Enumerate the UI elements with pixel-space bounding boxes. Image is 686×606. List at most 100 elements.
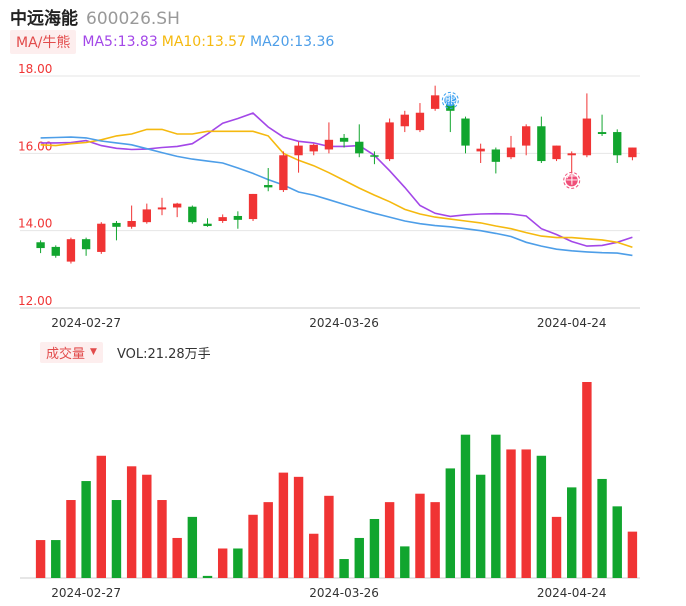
volume-value-label: VOL:21.28万手 bbox=[116, 346, 211, 362]
candle-body bbox=[81, 239, 91, 250]
volume-bar bbox=[263, 502, 273, 578]
volume-bar bbox=[96, 455, 106, 578]
candle-body bbox=[339, 137, 349, 142]
caret-down-icon: ▼ bbox=[90, 347, 97, 357]
candle-body bbox=[582, 118, 592, 156]
candle-body bbox=[355, 141, 364, 154]
candle-body bbox=[157, 207, 167, 210]
x-tick-label: 2024-03-26 bbox=[309, 316, 379, 330]
volume-bar bbox=[369, 518, 380, 578]
candle-body bbox=[370, 155, 379, 157]
candle-body bbox=[294, 145, 303, 156]
ma5-line bbox=[40, 112, 633, 247]
volume-bar bbox=[339, 559, 349, 578]
volume-x-tick-label: 2024-04-24 bbox=[537, 586, 607, 600]
volume-bar bbox=[309, 533, 319, 578]
candle-body bbox=[567, 153, 576, 156]
bull-marker-ring bbox=[563, 171, 581, 189]
bear-marker-dot bbox=[444, 94, 457, 107]
ma20-line bbox=[40, 136, 633, 257]
bear-marker-ring bbox=[441, 91, 459, 109]
volume-bar bbox=[400, 546, 410, 578]
stock-code: 600026.SH bbox=[86, 9, 180, 29]
ma-legend: MA/牛熊 MA5:13.83 MA10:13.57 MA20:13.36 bbox=[10, 30, 338, 54]
y-tick-label: 12.00 bbox=[18, 294, 52, 308]
candle-body bbox=[66, 239, 76, 262]
volume-bar bbox=[51, 540, 61, 578]
ma10-label: MA10:13.57 bbox=[161, 34, 247, 50]
candle-body bbox=[415, 112, 425, 131]
candle-body bbox=[218, 217, 227, 221]
ma20-label: MA20:13.36 bbox=[250, 34, 335, 50]
candle-body bbox=[233, 215, 243, 220]
candle-body bbox=[264, 185, 273, 188]
bull-marker-dot bbox=[565, 174, 578, 187]
candle-body bbox=[127, 221, 136, 227]
volume-bar bbox=[415, 493, 425, 578]
bear-marker-label: 熊 bbox=[444, 91, 456, 106]
candle-body bbox=[446, 103, 455, 111]
volume-bar bbox=[430, 502, 440, 578]
volume-legend: 成交量 ▼ VOL:21.28万手 bbox=[40, 341, 211, 363]
candle-body bbox=[203, 223, 212, 227]
candle-body bbox=[491, 149, 501, 162]
candle-body bbox=[112, 222, 121, 227]
volume-bar bbox=[551, 516, 562, 578]
candle-body bbox=[279, 155, 288, 191]
volume-bar bbox=[612, 506, 622, 578]
volume-bar bbox=[627, 531, 638, 578]
volume-bar bbox=[81, 481, 91, 578]
candle-body bbox=[51, 246, 60, 256]
volume-bar bbox=[111, 500, 122, 578]
volume-bar bbox=[187, 516, 198, 578]
candle-body bbox=[430, 95, 440, 109]
volume-bar bbox=[445, 468, 456, 578]
candle-body bbox=[309, 144, 318, 152]
volume-x-tick-label: 2024-03-26 bbox=[309, 586, 379, 600]
y-tick-label: 18.00 bbox=[18, 62, 52, 76]
candle-body bbox=[552, 145, 561, 160]
volume-bar bbox=[460, 434, 471, 578]
candle-body bbox=[522, 126, 531, 146]
volume-bar bbox=[384, 502, 395, 578]
volume-bar bbox=[506, 449, 516, 578]
volume-bar bbox=[66, 500, 76, 578]
volume-bar bbox=[293, 476, 304, 578]
candle-body bbox=[36, 242, 45, 249]
candle-body bbox=[324, 139, 334, 150]
ma-indicator-tab[interactable]: MA/牛熊 bbox=[10, 30, 77, 54]
volume-bar bbox=[597, 478, 607, 578]
volume-indicator-tab[interactable]: 成交量 ▼ bbox=[40, 341, 103, 363]
candle-body bbox=[248, 193, 258, 220]
stock-header: 中远海能 600026.SH bbox=[10, 4, 180, 29]
ma5-label: MA5:13.83 bbox=[82, 34, 158, 50]
volume-bar bbox=[354, 537, 364, 578]
candle-body bbox=[628, 147, 637, 158]
candle-body bbox=[597, 132, 607, 134]
volume-bar bbox=[35, 540, 46, 578]
volume-bar bbox=[521, 449, 531, 578]
candle-body bbox=[142, 209, 151, 223]
volume-bar bbox=[324, 495, 334, 578]
y-tick-label: 14.00 bbox=[18, 217, 52, 231]
volume-tab-label: 成交量 bbox=[46, 346, 86, 362]
volume-bar bbox=[217, 548, 228, 578]
candle-body bbox=[385, 122, 394, 160]
volume-bar bbox=[567, 487, 577, 578]
candle-body bbox=[461, 118, 470, 146]
volume-bar bbox=[536, 455, 547, 578]
volume-bar bbox=[126, 466, 137, 578]
stock-name: 中远海能 bbox=[10, 9, 78, 29]
candle-body bbox=[188, 206, 197, 223]
volume-bar bbox=[248, 514, 258, 578]
bull-marker-label: 牛 bbox=[566, 171, 578, 186]
volume-bar bbox=[582, 382, 592, 578]
candle-body bbox=[506, 147, 516, 158]
volume-bar bbox=[233, 548, 243, 578]
volume-bar bbox=[172, 537, 182, 578]
volume-bar bbox=[475, 474, 486, 578]
candle-body bbox=[537, 126, 546, 162]
candle-body bbox=[613, 132, 622, 156]
volume-x-tick-label: 2024-02-27 bbox=[51, 586, 121, 600]
